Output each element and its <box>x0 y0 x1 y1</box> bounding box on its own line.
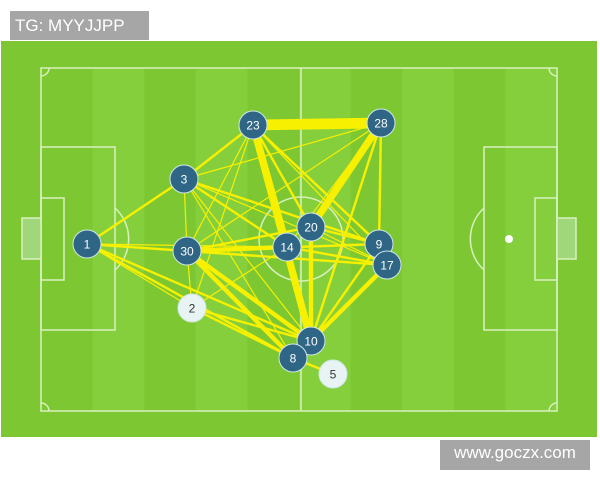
pass-line-14-2 <box>191 246 288 309</box>
pitch-stripe <box>92 68 145 411</box>
pass-line-1-30 <box>86 242 188 253</box>
pass-line-28-9 <box>377 122 383 245</box>
pass-line-3-10 <box>183 178 312 342</box>
player-circle <box>172 236 202 266</box>
player-number: 9 <box>376 238 383 252</box>
corner-arc <box>40 67 50 77</box>
penalty-spot <box>505 235 513 243</box>
left-goal <box>21 217 42 260</box>
watermark-top: TG: MYYJJPP <box>10 11 149 40</box>
player-circle <box>366 108 396 138</box>
player-node: 17 <box>372 250 402 280</box>
player-number: 2 <box>189 302 196 316</box>
pass-line-3-1 <box>86 178 185 245</box>
corner-arc <box>548 67 558 77</box>
player-number: 1 <box>84 238 91 252</box>
pass-line-2-10 <box>191 306 312 343</box>
player-circle <box>372 250 402 280</box>
player-number: 30 <box>180 245 194 259</box>
player-number: 10 <box>304 335 318 349</box>
pass-line-14-9 <box>286 243 380 248</box>
player-circle <box>318 359 348 389</box>
pass-line-3-8 <box>183 178 294 359</box>
player-number: 28 <box>374 117 388 131</box>
player-circle <box>177 293 207 323</box>
player-number: 3 <box>181 173 188 187</box>
watermark-bottom: www.goczx.com <box>440 440 590 470</box>
pass-line-9-10 <box>310 243 380 342</box>
pass-line-23-3 <box>183 124 254 180</box>
player-node: 2 <box>177 293 207 323</box>
pass-line-23-28 <box>252 117 382 131</box>
player-number: 5 <box>330 368 337 382</box>
player-node: 14 <box>272 232 302 262</box>
right-goal <box>556 217 577 260</box>
player-circle <box>296 326 326 356</box>
pass-line-14-10 <box>284 246 314 342</box>
pass-line-30-8 <box>185 249 295 360</box>
player-circle <box>296 212 326 242</box>
player-circle <box>278 343 308 373</box>
player-node: 10 <box>296 326 326 356</box>
pass-line-1-2 <box>86 243 193 309</box>
player-node: 23 <box>238 110 268 140</box>
player-number: 17 <box>380 259 394 273</box>
player-node: 20 <box>296 212 326 242</box>
corner-arc <box>548 402 558 412</box>
player-number: 8 <box>290 352 297 366</box>
pass-line-3-9 <box>183 177 380 246</box>
right-penalty-arc <box>469 207 485 271</box>
player-circle <box>238 110 268 140</box>
pass-line-30-10 <box>185 249 313 343</box>
player-circle <box>169 164 199 194</box>
player-nodes: 1 3 23 28 30 14 20 9 17 2 10 8 5 <box>72 108 402 389</box>
player-node: 5 <box>318 359 348 389</box>
pass-line-23-2 <box>191 124 254 309</box>
pass-line-23-20 <box>251 124 313 228</box>
pitch-stripe <box>505 68 557 411</box>
player-node: 1 <box>72 229 102 259</box>
pass-line-28-3 <box>183 122 382 180</box>
corner-arc <box>40 402 50 412</box>
pass-line-30-20 <box>186 225 312 253</box>
player-node: 30 <box>172 236 202 266</box>
player-circle <box>272 232 302 262</box>
pass-line-28-20 <box>308 120 384 230</box>
pass-line-3-17 <box>183 178 388 266</box>
player-node: 28 <box>366 108 396 138</box>
pass-line-1-10 <box>86 242 312 343</box>
player-number: 23 <box>246 119 260 133</box>
player-node: 3 <box>169 164 199 194</box>
player-number: 14 <box>280 241 294 255</box>
player-circle <box>72 229 102 259</box>
pitch-stripe <box>402 68 454 411</box>
player-node: 8 <box>278 343 308 373</box>
pass-line-23-17 <box>252 124 388 266</box>
pass-line-28-30 <box>186 122 382 252</box>
pass-line-23-30 <box>186 124 254 252</box>
pass-line-2-8 <box>191 306 294 360</box>
pass-line-14-17 <box>286 245 388 267</box>
player-number: 20 <box>304 221 318 235</box>
pass-line-23-9 <box>252 124 380 245</box>
